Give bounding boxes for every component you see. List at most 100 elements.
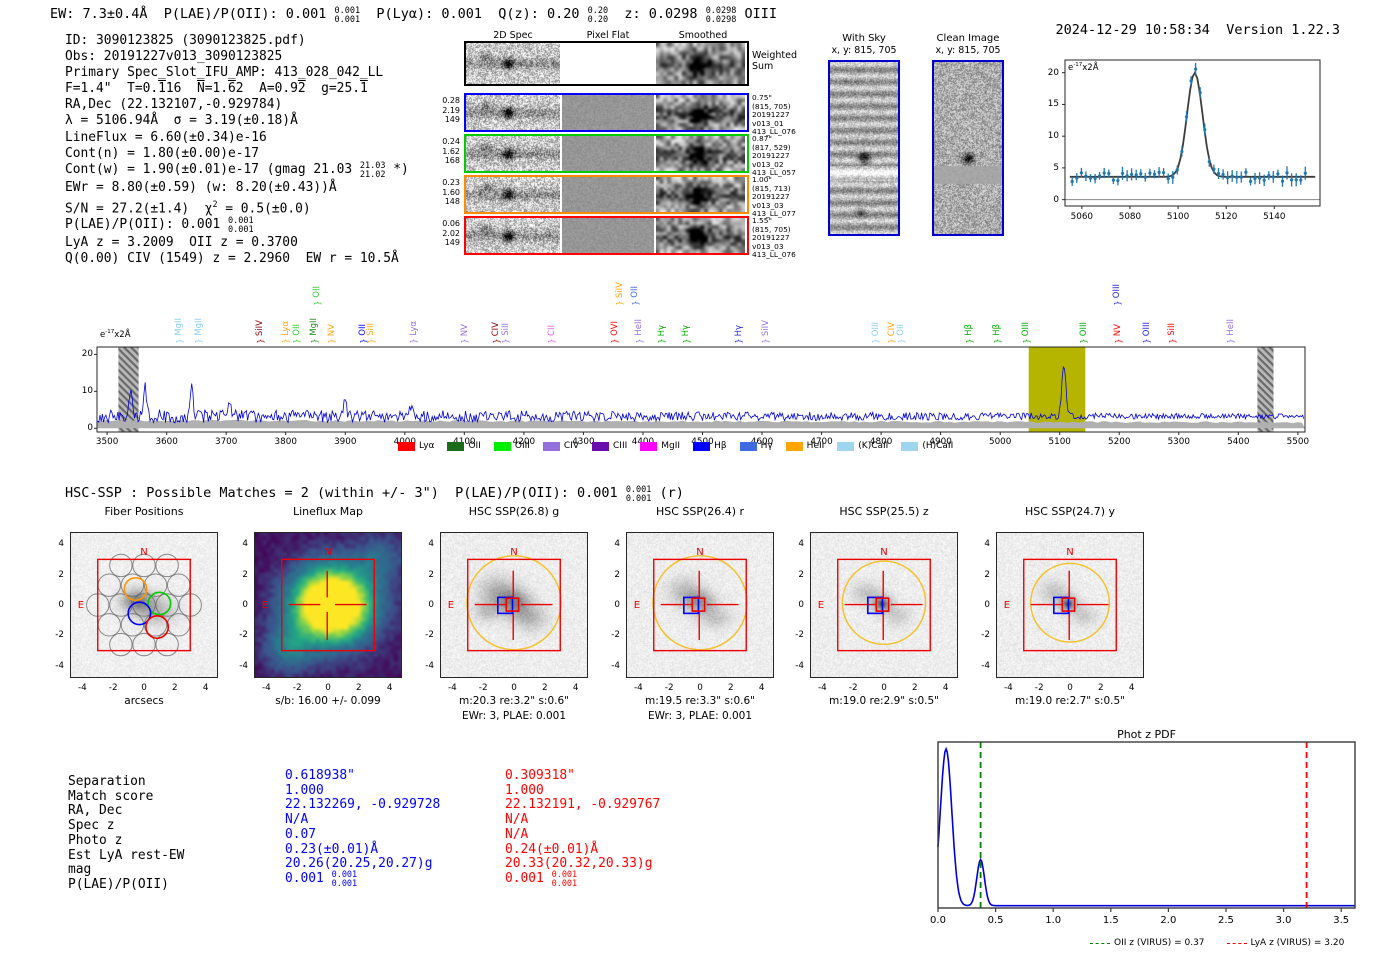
y-tick-label: 10 <box>1047 131 1059 142</box>
pixelflat-image <box>562 177 654 212</box>
marker-label: OII <box>292 324 303 336</box>
legend-label: (K)CaII <box>858 441 889 451</box>
x-tick-label: -4 <box>817 683 827 693</box>
marker-brace: { <box>993 338 1003 344</box>
line-marker-OII: OII { <box>290 324 304 345</box>
marker-label: OIII <box>1112 283 1123 298</box>
x-tick-label: 5100 <box>1166 212 1190 222</box>
x-tick-label: 4800 <box>869 437 893 447</box>
overlined-text: 6 <box>228 81 236 97</box>
cutout-caption: m:19.5 re:3.3" s:0.6" <box>645 695 755 707</box>
line-marker-Hγ: Hγ { <box>732 325 746 345</box>
marker-label: MgII <box>174 318 185 336</box>
match-value-catalog-1: 22.132269, -0.929728 <box>285 797 441 813</box>
x-tick-label: -4 <box>1003 683 1013 693</box>
cutout-image-4 <box>810 532 958 678</box>
marker-brace: { <box>194 338 204 344</box>
marker-brace: { <box>547 338 557 344</box>
spec2d-row-right-labels: 0.75" (815, 705) 20191227 v013_01 413_LL_076 <box>752 93 796 137</box>
marker-brace: { <box>313 300 323 306</box>
legend-label: CIII <box>613 441 628 451</box>
marker-label: HeII <box>634 319 645 336</box>
info-line: Cont(w) = 1.90(±0.01)e-17 (gmag 21.03 21… <box>65 160 409 180</box>
stacked-uncertainty: 0.001 0.001 <box>227 216 254 236</box>
legend-label: Lyα <box>419 441 435 451</box>
cutout-caption: m:19.0 re:2.7" s:0.5" <box>1015 695 1125 707</box>
marker-brace: { <box>310 338 320 344</box>
x-tick-label: -2 <box>1034 683 1044 693</box>
match-value-catalog-2: 0.24(±0.01)Å <box>505 841 599 857</box>
clean-image <box>932 60 1004 236</box>
marker-brace: { <box>1113 300 1123 306</box>
spec2d-column-header: 2D Spec <box>493 30 533 41</box>
y-tick-label: 20 <box>81 349 93 360</box>
spacer <box>1210 22 1226 38</box>
cutout-title: HSC SSP(24.7) y <box>1024 505 1116 518</box>
x-tick-label: 2 <box>356 683 362 693</box>
match-value-catalog-1: 1.000 <box>285 782 324 798</box>
x-tick-label: 5400 <box>1227 437 1250 447</box>
stacked-uncertainty: 0.20 0.20 <box>587 6 609 25</box>
cutout-caption: m:19.0 re:2.9" s:0.5" <box>829 695 939 707</box>
line-marker-OIII: OIII { <box>1140 322 1154 345</box>
y-tick-label: -2 <box>425 630 434 641</box>
marker-brace: { <box>897 338 907 344</box>
line-marker-SiII: SiII { <box>364 323 378 345</box>
y-tick-label: 0 <box>58 600 64 610</box>
x-tick-label: 5140 <box>1263 212 1286 222</box>
marker-brace: { <box>281 338 291 344</box>
north-label: N <box>510 547 517 558</box>
line-marker-SiIV: SiIV { <box>253 320 267 345</box>
marker-brace: { <box>1079 338 1089 344</box>
info-line: F=1.4" T=0.116 N=1.62 A=0.92 g=25.1 <box>65 81 368 97</box>
x-tick-label: -2 <box>108 683 118 693</box>
match-row-label: Est LyA rest-EW <box>68 847 185 863</box>
line-marker-OIII: OIII { <box>1019 322 1033 345</box>
info-line: P(LAE)/P(OII): 0.001 0.001 0.001 <box>65 216 254 236</box>
cutout-overlay-4: NE <box>810 532 958 678</box>
stacked-uncertainty: 21.03 21.02 <box>359 160 386 180</box>
y-tick-label: 4 <box>428 539 434 550</box>
legend-swatch <box>493 441 511 451</box>
sky-panel-coords: x, y: 815, 705 <box>935 45 1001 56</box>
pixelflat-image <box>562 218 654 253</box>
flux-unit-label: e-17x2Å <box>1068 62 1099 73</box>
spec2d-column-header: Smoothed <box>678 30 728 41</box>
line-marker-OIII: OIII { <box>1110 284 1124 307</box>
x-tick-label: 3600 <box>155 437 178 447</box>
legend-label: Hγ <box>760 441 773 451</box>
spec2d-row-left-labels: 0.28 2.19 149 <box>442 96 460 124</box>
smoothed-image <box>656 177 745 212</box>
phot-z-legend-label: LyA z (VIRUS) = 3.20 <box>1250 938 1345 948</box>
line-marker-OII: OII { <box>310 286 324 307</box>
east-label: E <box>448 600 454 611</box>
spec2d-image <box>466 218 560 253</box>
spec2d-image <box>466 177 560 212</box>
north-label: N <box>1066 547 1073 558</box>
x-tick-label: 5100 <box>1048 437 1071 447</box>
legend-item: (H)CaII <box>901 441 953 451</box>
x-tick-label: -2 <box>478 683 488 693</box>
north-label: N <box>880 547 887 558</box>
y-tick-label: -2 <box>55 630 64 641</box>
y-tick-label: 2 <box>58 569 64 580</box>
x-tick-label: 3.5 <box>1333 915 1350 926</box>
marker-label: OIII <box>870 321 881 336</box>
marker-label: OVI <box>609 321 620 336</box>
y-tick-label: 2 <box>428 569 434 580</box>
east-label: E <box>634 600 640 611</box>
line-marker-SiII: SiII { <box>1165 323 1179 345</box>
legend-swatch <box>837 441 855 451</box>
sky-panel-coords: x, y: 815, 705 <box>831 45 897 56</box>
info-line: RA,Dec (22.132107,-0.929784) <box>65 97 283 113</box>
spec2d-row-left-labels: 0.06 2.02 149 <box>442 219 460 247</box>
marker-label: Hγ <box>733 324 744 336</box>
x-tick-label: 2 <box>172 683 178 693</box>
y-tick-label: -2 <box>795 630 804 641</box>
x-tick-label: -4 <box>447 683 457 693</box>
marker-brace: { <box>293 338 303 344</box>
marker-brace: { <box>610 338 620 344</box>
cutout-title: Fiber Positions <box>104 505 184 518</box>
east-label: E <box>1004 600 1010 611</box>
match-value-catalog-1: N/A <box>285 812 309 828</box>
